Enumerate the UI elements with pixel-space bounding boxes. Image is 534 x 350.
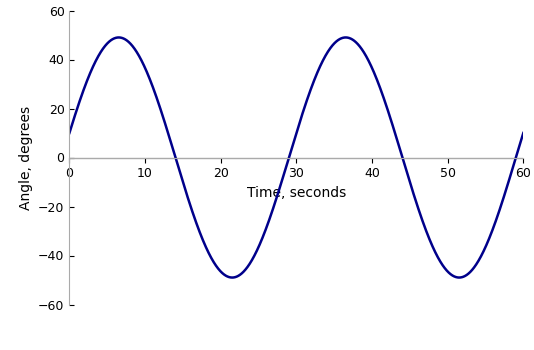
- X-axis label: Time, seconds: Time, seconds: [247, 186, 346, 200]
- Y-axis label: Angle, degrees: Angle, degrees: [19, 105, 33, 210]
